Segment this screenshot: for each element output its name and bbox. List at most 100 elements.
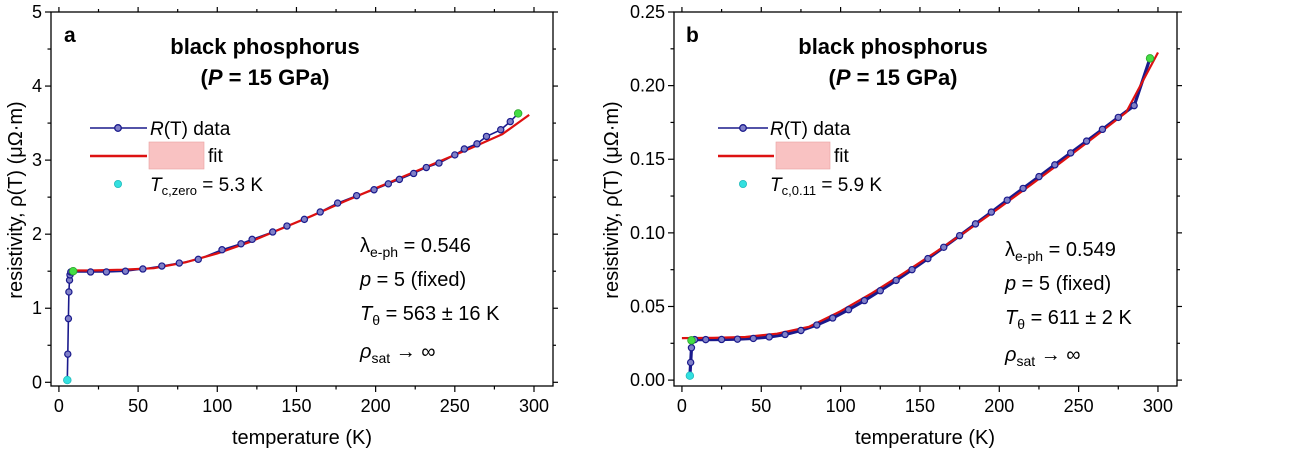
x-tick-label-a: 300 (519, 396, 549, 416)
data-point-a (64, 314, 73, 323)
data-point-b (955, 231, 964, 240)
p-annotation-b: p = 5 (fixed) (1004, 273, 1111, 295)
x-tick-label-a: 0 (54, 396, 64, 416)
data-point-b (987, 208, 996, 216)
x-tick-label-a: 200 (361, 396, 391, 416)
highlight-marker-b (687, 336, 696, 345)
legend-a: R(T) data fit Tc,zero = 5.3 K (90, 119, 263, 198)
data-point-b (940, 243, 948, 251)
panel-letter-a: a (64, 24, 76, 47)
data-point-a (473, 140, 481, 148)
legend-b: R(T) data fit Tc,0.11 = 5.9 K (718, 119, 882, 198)
fit-parameters-b: λe-ph = 0.549 p = 5 (fixed) Tθ = 611 ± 2… (1004, 239, 1132, 369)
legend-fit-box-b (775, 141, 831, 170)
data-point-b (686, 358, 695, 367)
x-tick-label-b: 150 (905, 396, 935, 416)
data-point-a (333, 199, 342, 207)
t-theta-annotation-b: Tθ = 611 ± 2 K (1005, 307, 1132, 332)
data-point-b (733, 335, 742, 343)
data-point-b (844, 306, 853, 314)
x-axis-title-b: temperature (K) (855, 427, 995, 449)
data-point-a (269, 228, 277, 236)
y-tick-label-a: 2 (32, 224, 42, 244)
data-point-a (248, 235, 256, 244)
legend-data-marker-b (739, 124, 747, 132)
tc-marker-b (685, 371, 695, 380)
data-point-a (497, 126, 505, 134)
data-point-a (175, 259, 183, 267)
tc-marker-a (63, 375, 72, 385)
highlight-marker-a (513, 109, 523, 118)
legend-tc-label-a: Tc,zero = 5.3 K (150, 175, 263, 198)
lambda-annotation-b: λe-ph = 0.549 (1005, 239, 1116, 264)
legend-data-label-b: R(T) data (770, 119, 851, 140)
chart-title-line1-a: black phosphorus (170, 34, 359, 59)
data-point-a (482, 132, 491, 141)
data-point-a (370, 186, 378, 194)
plot-area-a: 0 50 100 150 200 250 300 0 1 2 3 4 5 (32, 2, 558, 416)
data-point-a (158, 262, 166, 270)
data-point-a (121, 267, 130, 275)
data-point-b (1098, 125, 1107, 134)
data-point-a (64, 350, 72, 358)
data-point-b (765, 333, 773, 341)
y-tick-label-a: 4 (32, 76, 42, 96)
data-point-b (860, 296, 869, 305)
legend-fit-label-a: fit (208, 146, 224, 167)
x-tick-label-b: 100 (826, 396, 856, 416)
data-point-b (687, 344, 696, 352)
data-point-a (395, 175, 404, 184)
rho-sat-annotation-a: ρsat → ∞ (359, 341, 436, 366)
legend-data-label-a: R(T) data (150, 119, 231, 140)
data-point-a (194, 255, 202, 264)
legend-tc-marker-b (739, 179, 748, 188)
y-tick-label-b: 0.25 (630, 2, 665, 22)
data-point-a (460, 145, 469, 153)
data-point-b (1035, 172, 1043, 181)
y-tick-label-a: 5 (32, 2, 42, 22)
legend-data-marker-a (114, 124, 122, 132)
panel-letter-b: b (686, 24, 699, 47)
data-point-b (924, 254, 932, 263)
data-point-a (422, 163, 431, 172)
data-point-a (435, 159, 443, 167)
y-tick-label-b: 0.10 (630, 223, 665, 243)
data-point-b (1019, 184, 1027, 193)
data-point-a (451, 151, 459, 159)
x-tick-label-a: 250 (440, 396, 470, 416)
y-tick-label-a: 0 (32, 372, 42, 392)
data-point-b (892, 276, 900, 285)
data-point-a (300, 215, 309, 224)
legend-tc-marker-a (114, 179, 123, 188)
t-theta-annotation-a: Tθ = 563 ± 16 K (360, 303, 500, 328)
data-point-a (506, 117, 514, 126)
x-tick-label-b: 200 (984, 396, 1014, 416)
legend-tc-label-b: Tc,0.11 = 5.9 K (770, 175, 882, 198)
data-point-b (717, 335, 726, 344)
data-point-a (283, 222, 291, 230)
y-tick-label-b: 0.00 (630, 370, 665, 390)
data-point-b (828, 314, 837, 322)
data-point-b (908, 265, 916, 274)
x-tick-label-b: 250 (1064, 396, 1094, 416)
data-point-b (749, 334, 758, 343)
y-tick-label-b: 0.15 (630, 149, 665, 169)
rho-sat-annotation-b: ρsat → ∞ (1004, 344, 1081, 369)
x-tick-label-b: 50 (751, 396, 771, 416)
chart-title-line1-b: black phosphorus (798, 34, 987, 59)
y-axis-title-b: resistivity, ρ(T) (μΩ·m) (601, 101, 623, 298)
x-tick-label-b: 0 (677, 396, 687, 416)
data-point-b (1130, 101, 1138, 110)
fit-parameters-a: λe-ph = 0.546 p = 5 (fixed) Tθ = 563 ± 1… (359, 235, 500, 366)
data-point-a (218, 246, 226, 254)
data-point-b (1051, 161, 1059, 169)
data-point-b (702, 335, 710, 344)
highlight-marker-b (1145, 54, 1155, 63)
data-point-b (1066, 149, 1075, 157)
y-tick-label-b: 0.05 (630, 296, 665, 316)
y-tick-label-a: 1 (32, 298, 42, 318)
plot-frame-b (673, 11, 1178, 387)
highlight-marker-a (68, 267, 78, 276)
x-tick-label-a: 100 (202, 396, 232, 416)
legend-fit-box-a (148, 141, 205, 170)
